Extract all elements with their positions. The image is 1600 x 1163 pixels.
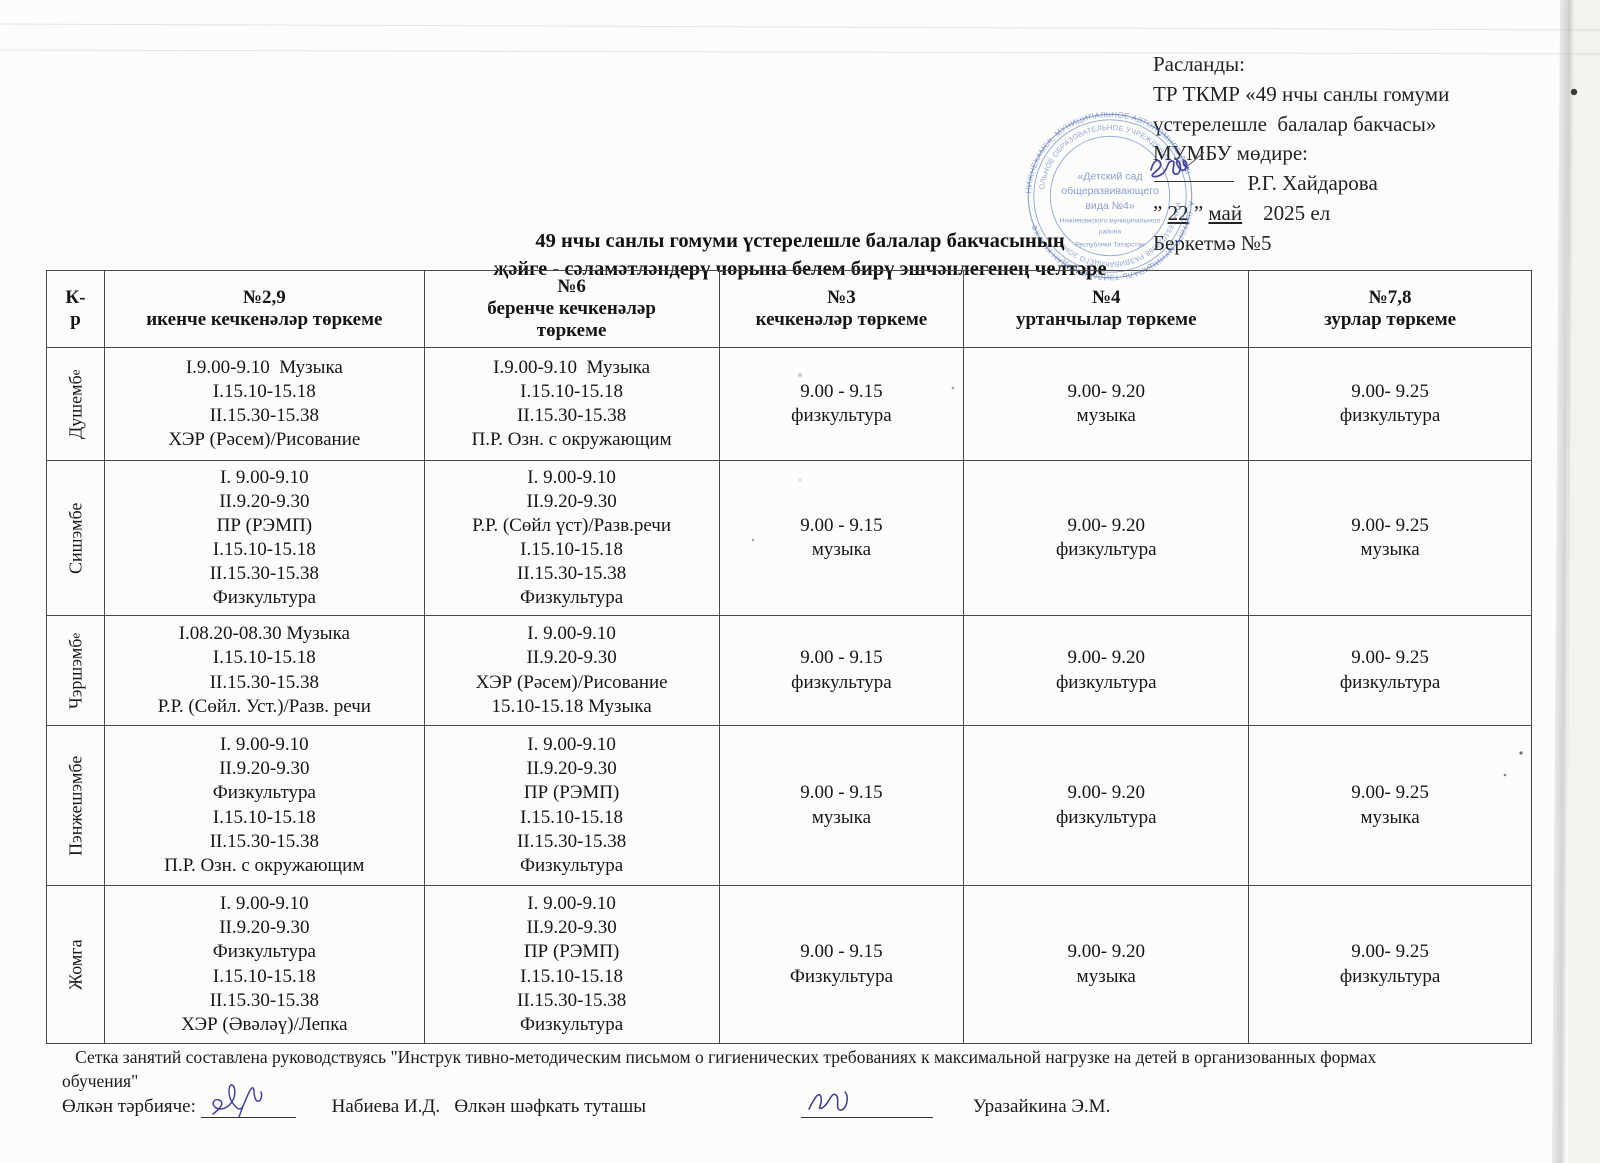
svg-text:Нижнекамского муниципального: Нижнекамского муниципального (1060, 218, 1161, 225)
svg-text:«Детский сад: «Детский сад (1077, 170, 1142, 182)
svg-text:общеразвивающего: общеразвивающего (1061, 185, 1159, 197)
svg-text:вида №4»: вида №4» (1085, 200, 1135, 212)
